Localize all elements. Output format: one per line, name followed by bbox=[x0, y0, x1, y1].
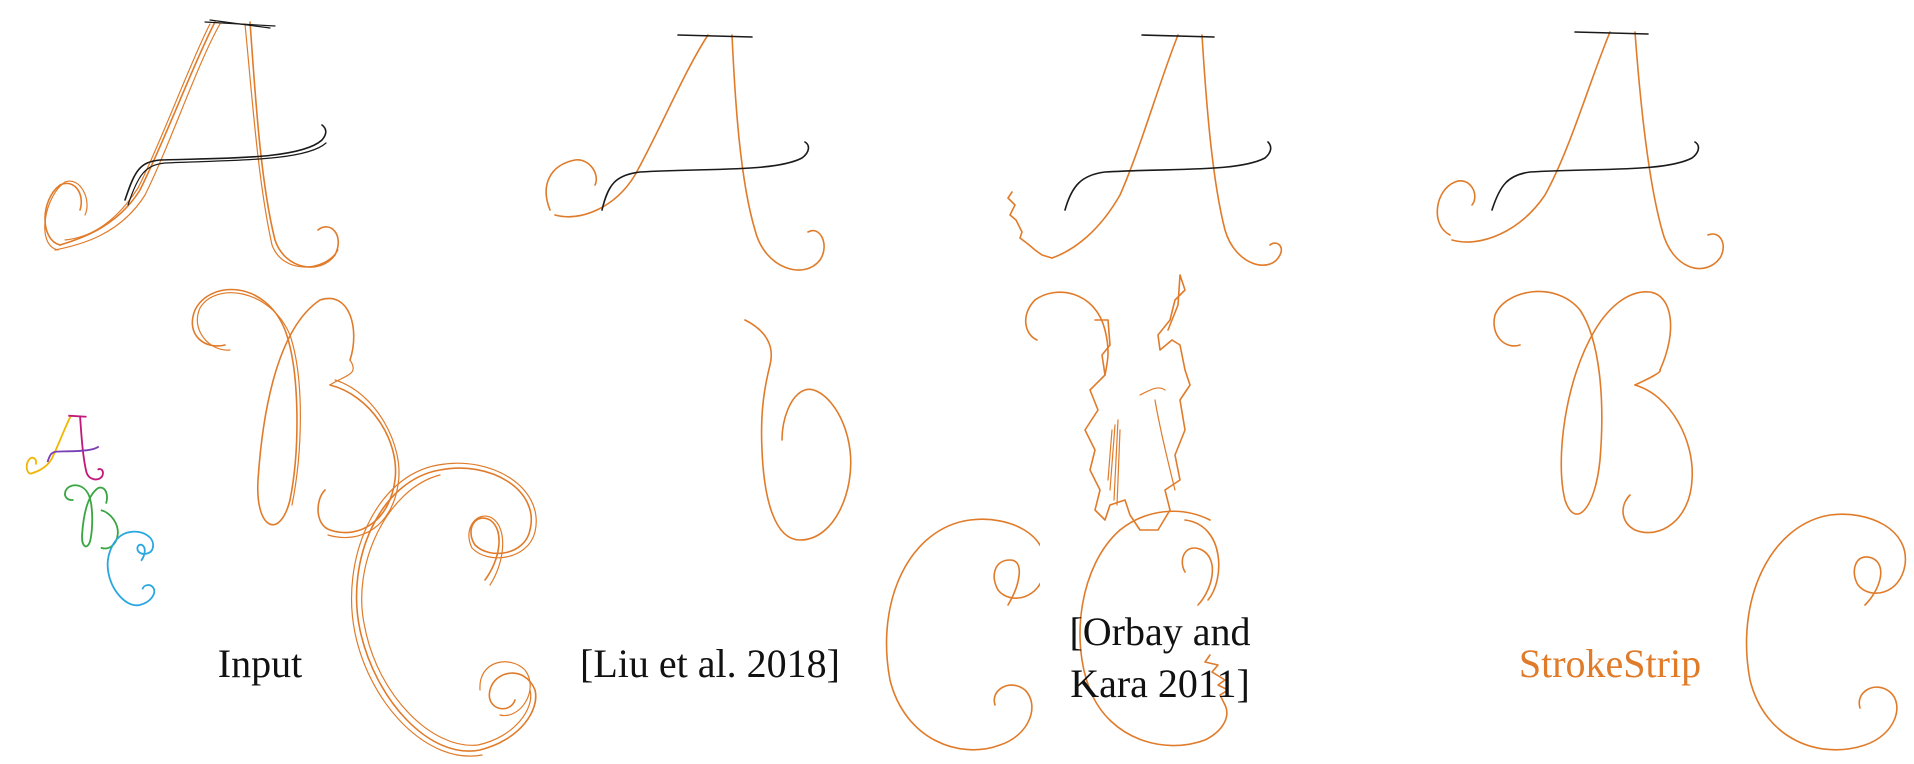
caption-strokestrip: StrokeStrip bbox=[1518, 641, 1702, 686]
panel-orbay: [Orbay and Kara 2011] bbox=[980, 0, 1480, 764]
colored-thumbnail bbox=[25, 414, 156, 607]
liu-letter-a bbox=[545, 34, 825, 271]
liu-letter-b bbox=[744, 319, 852, 541]
orbay-letter-b bbox=[1025, 274, 1191, 531]
caption-liu: [Liu et al. 2018] bbox=[580, 641, 840, 686]
strokestrip-result bbox=[1436, 31, 1907, 751]
orbay-letter-a bbox=[1007, 34, 1283, 266]
caption-orbay-line2: Kara 2011] bbox=[1070, 661, 1250, 706]
strokestrip-letter-c bbox=[1745, 513, 1907, 751]
liu-letter-c bbox=[885, 518, 1040, 751]
panel-input: Input bbox=[0, 0, 560, 764]
panel-strokestrip: StrokeStrip bbox=[1410, 0, 1914, 764]
input-sketch bbox=[25, 19, 537, 757]
input-letter-a bbox=[44, 19, 340, 268]
strokestrip-letter-b bbox=[1493, 290, 1693, 534]
input-letter-b bbox=[191, 288, 400, 539]
input-letter-c bbox=[351, 462, 537, 757]
strokestrip-letter-a bbox=[1436, 31, 1724, 270]
liu-result bbox=[545, 34, 1040, 751]
caption-orbay-line1: [Orbay and bbox=[1069, 609, 1251, 654]
orbay-result bbox=[1007, 34, 1283, 747]
panel-liu: [Liu et al. 2018] bbox=[520, 0, 1040, 764]
caption-input: Input bbox=[217, 641, 303, 686]
orbay-letter-c bbox=[1079, 510, 1229, 747]
